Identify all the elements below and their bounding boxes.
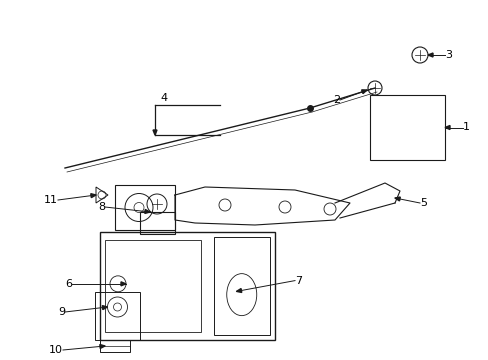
Bar [213,237,269,335]
Polygon shape [153,130,157,135]
Text: 2: 2 [332,95,339,105]
Polygon shape [91,194,96,198]
Text: 8: 8 [98,202,105,212]
Text: 10: 10 [49,345,63,355]
Polygon shape [102,306,107,310]
Text: 9: 9 [58,307,65,317]
Bar [140,212,175,234]
Polygon shape [361,90,366,94]
Polygon shape [236,288,241,292]
Text: 5: 5 [419,198,426,208]
Text: 3: 3 [444,50,451,60]
Text: 7: 7 [294,276,302,285]
Text: 6: 6 [65,279,72,289]
Text: 11: 11 [44,195,58,205]
Bar [105,240,201,332]
Bar [369,95,444,160]
Bar [100,340,130,352]
Polygon shape [121,282,126,286]
Polygon shape [394,197,400,201]
Text: 4: 4 [160,93,167,103]
Polygon shape [144,210,150,213]
Bar [100,232,274,340]
Polygon shape [427,53,432,57]
Bar [115,185,175,230]
Text: 1: 1 [462,122,469,132]
Polygon shape [444,126,449,130]
Bar [95,292,140,340]
Polygon shape [100,345,105,348]
